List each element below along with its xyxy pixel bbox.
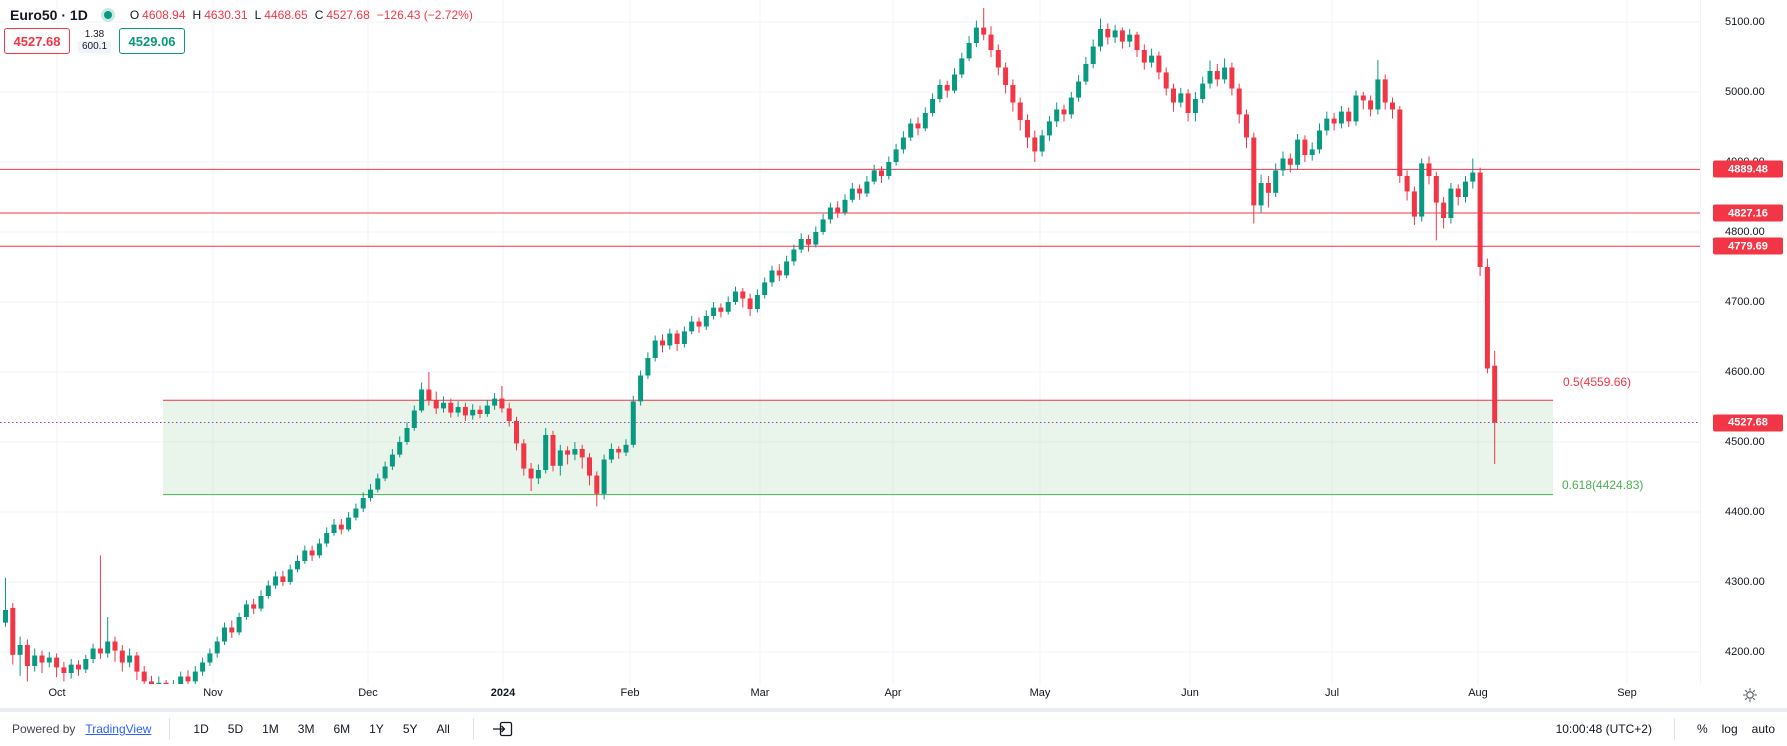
range-button-1m[interactable]: 1M [262,722,279,736]
time-axis-label: Oct [48,687,66,699]
high-label: H [192,8,202,22]
change-value: −126.43 (−2.72%) [376,8,473,22]
go-to-date-icon[interactable] [492,721,513,737]
market-status-icon [103,11,112,19]
price-tick-label: 5100.00 [1725,16,1765,28]
time-axis-label: Aug [1468,687,1488,699]
price-tick-label: 5000.00 [1725,86,1765,98]
buy-button[interactable]: 4529.06 [119,28,186,54]
time-axis-label: Mar [750,687,770,699]
symbol-title[interactable]: Euro50 · 1D [10,7,88,23]
range-button-6m[interactable]: 6M [333,722,351,736]
range-switcher: 1D 5D 1M 3M 6M 1Y 5Y All [188,720,454,738]
price-tick-label: 4300.00 [1725,576,1765,588]
log-scale-toggle[interactable]: log [1721,722,1738,736]
ohlc-readout: O 4608.94 H 4630.31 L 4468.65 C 4527.68 … [130,8,473,22]
close-value: 4527.68 [326,8,370,22]
open-label: O [129,8,140,22]
sell-button[interactable]: 4527.68 [4,28,70,54]
powered-by-label: Powered by [12,722,76,736]
time-axis-label: Jul [1324,687,1340,699]
toolbar-right: 10:00:48 (UTC+2) % log auto [1556,718,1787,740]
range-button-1y[interactable]: 1Y [369,722,384,736]
toolbar-divider [1673,718,1675,740]
time-axis-label: Sep [1617,687,1637,699]
time-axis-label: Apr [884,687,902,699]
spread-value: 1.38 [84,29,105,40]
time-axis[interactable]: Oct Nov Dec 2024 Feb Mar Apr May Jun Jul Aug Sep [0,684,1787,708]
toolbar-separator [0,708,1787,712]
tradingview-link[interactable]: TradingView [85,722,152,736]
price-tick-label: 4400.00 [1725,506,1765,518]
price-level-badge: 4779.69 [1713,237,1783,255]
low-value: 4468.65 [264,8,308,22]
price-tick-label: 4700.00 [1725,296,1765,308]
trade-widget: 4527.68 1.38 600.1 4529.06 [4,28,186,54]
clock[interactable]: 10:00:48 (UTC+2) [1555,722,1652,736]
price-level-badge: 4889.48 [1713,160,1783,178]
range-button-5d[interactable]: 5D [227,722,244,736]
last-price-badge: 4527.68 [1713,414,1783,432]
range-button-1d[interactable]: 1D [193,722,209,736]
spread-box: 1.38 600.1 [78,29,112,53]
spread-secondary-value: 600.1 [78,41,112,53]
price-tick-label: 4800.00 [1725,226,1765,238]
toolbar-divider [472,718,474,740]
close-label: C [314,8,324,22]
price-tick-label: 4200.00 [1725,646,1765,658]
candlestick-plot[interactable] [0,0,1700,689]
time-axis-label: Dec [358,687,378,699]
time-axis-label: May [1029,687,1051,699]
price-level-badge: 4827.16 [1713,204,1783,222]
range-button-5y[interactable]: 5Y [402,722,418,736]
time-axis-label: Nov [203,687,223,699]
range-button-all[interactable]: All [436,722,450,736]
axis-settings-gear-icon[interactable] [1741,686,1759,704]
fib-0.5-label: 0.5(4559.66) [1563,375,1632,390]
high-value: 4630.31 [204,8,248,22]
fib-0.618-label: 0.618(4424.83) [1562,477,1644,492]
price-axis[interactable]: 5100.005000.004900.004800.004700.004600.… [1700,0,1787,684]
open-value: 4608.94 [142,8,186,22]
price-tick-label: 4600.00 [1725,366,1765,378]
range-button-3m[interactable]: 3M [297,722,315,736]
percent-scale-toggle[interactable]: % [1696,722,1708,736]
toolbar-divider [169,718,171,740]
price-tick-label: 4500.00 [1725,436,1765,448]
time-axis-label: 2024 [490,687,516,699]
symbol-legend: Euro50 · 1D O 4608.94 H 4630.31 L 4468.6… [10,7,473,23]
time-axis-label: Jun [1181,687,1199,699]
auto-scale-toggle[interactable]: auto [1751,722,1775,736]
bottom-toolbar: Powered by TradingView 1D 5D 1M 3M 6M 1Y 5Y All… [0,712,1787,746]
toolbar-left: Powered by TradingView 1D 5D 1M 3M 6M 1Y 5Y All [0,718,513,740]
current-price-dotted-line [0,422,1700,424]
time-axis-label: Feb [620,687,640,699]
low-label: L [254,8,262,22]
